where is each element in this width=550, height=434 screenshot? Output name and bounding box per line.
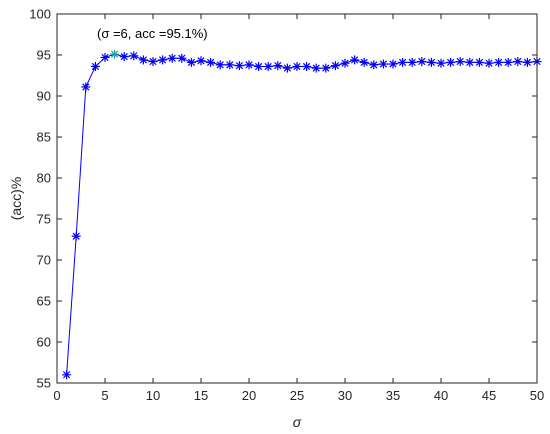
data-point [436,58,446,68]
y-tick-label: 100 [29,7,51,22]
data-point [446,57,456,67]
axes-layer: 0 5 10 15 20 25 30 35 40 45 50 55 60 65 70 75 80 85 90 95 10… [29,7,544,404]
data-point [71,231,81,241]
data-point [206,57,216,67]
data-point [215,60,225,70]
data-point [263,61,273,71]
data-point [340,58,350,68]
data-point [273,61,283,71]
x-tick-label: 5 [101,388,108,403]
x-tick-label: 45 [482,388,496,403]
data-point [234,61,244,71]
data-point [225,60,235,70]
data-point [129,51,139,61]
y-axis-label: (acc)% [8,177,24,221]
highlight-point [110,49,120,59]
x-tick-label: 50 [530,388,544,403]
x-tick-label: 10 [146,388,160,403]
data-point [196,56,206,66]
y-tick-label: 90 [37,89,51,104]
data-point [494,57,504,67]
x-tick-label: 0 [53,388,60,403]
data-point [282,63,292,73]
data-point [119,52,129,62]
data-point [244,60,254,70]
data-point [90,61,100,71]
x-tick-label: 20 [242,388,256,403]
data-point [186,57,196,67]
data-point [321,63,331,73]
data-point [100,52,110,62]
data-point [330,61,340,71]
series-layer [62,49,542,380]
data-point [426,57,436,67]
y-tick-label: 70 [37,253,51,268]
x-tick-label: 25 [290,388,304,403]
data-point [359,57,369,67]
data-point [407,57,417,67]
data-point [158,55,168,65]
data-point [398,57,408,67]
data-point [369,60,379,70]
data-point [513,57,523,67]
y-tick-label: 75 [37,212,51,227]
y-tick-label: 95 [37,48,51,63]
data-point [522,57,532,67]
data-point [455,57,465,67]
data-point [378,59,388,69]
data-point [465,57,475,67]
y-tick-label: 55 [37,376,51,391]
x-tick-label: 30 [338,388,352,403]
data-point [148,57,158,67]
data-point [311,63,321,73]
data-point [350,55,360,65]
data-point [62,370,72,380]
data-point [474,57,484,67]
data-point [81,82,91,92]
x-tick-label: 35 [386,388,400,403]
data-point [254,61,264,71]
data-point [138,55,148,65]
data-point [503,57,513,67]
highlight-annotation: (σ =6, acc =95.1%) [97,26,208,41]
plot-area [57,14,537,383]
data-point [417,57,427,67]
data-point [388,59,398,69]
data-point [302,61,312,71]
y-tick-label: 85 [37,130,51,145]
data-point [292,61,302,71]
data-point [167,53,177,63]
y-tick-label: 65 [37,294,51,309]
y-tick-label: 80 [37,171,51,186]
x-axis-label: σ [293,414,302,430]
x-tick-label: 40 [434,388,448,403]
y-tick-label: 60 [37,335,51,350]
x-tick-label: 15 [194,388,208,403]
data-point [484,58,494,68]
data-point [177,53,187,63]
